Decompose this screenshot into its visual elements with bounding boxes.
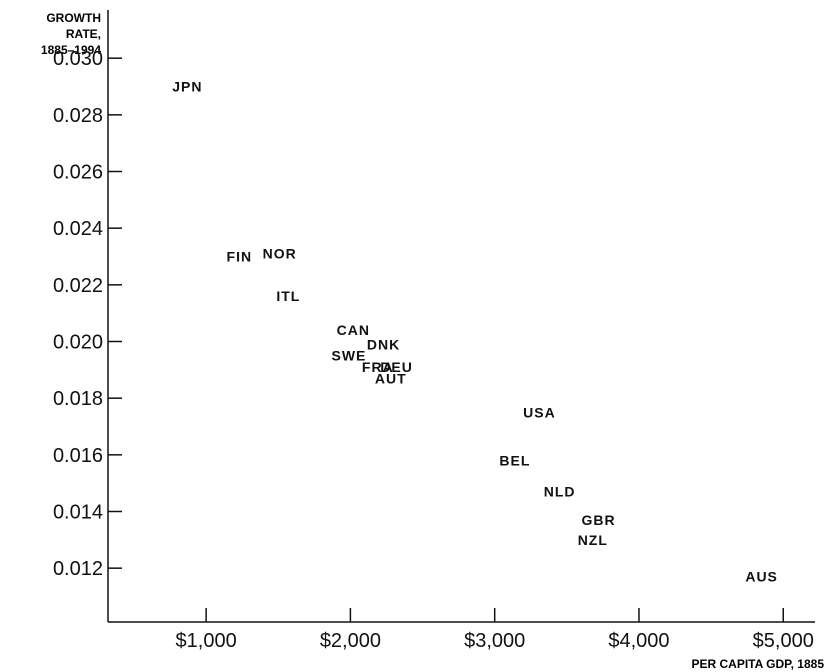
y-tick-label: 0.020: [53, 332, 103, 354]
y-tick-label: 0.028: [53, 105, 103, 127]
x-tick-label: $2,000: [320, 630, 381, 652]
y-axis-title-line-1: GROWTH: [46, 11, 101, 25]
data-point-jpn: JPN: [172, 79, 202, 95]
y-tick-label: 0.030: [53, 48, 103, 70]
y-axis-title-line-2: RATE,: [66, 27, 101, 41]
y-axis-title-line-3: 1885–1994: [41, 43, 101, 57]
data-point-dnk: DNK: [367, 336, 400, 352]
data-point-bel: BEL: [499, 453, 530, 469]
y-tick-label: 0.016: [53, 445, 103, 467]
x-ticks: $1,000 $2,000 $3,000 $4,000 $5,000: [176, 608, 814, 652]
y-tick-label: 0.018: [53, 388, 103, 410]
data-point-aus: AUS: [745, 569, 778, 585]
y-axis-title: GROWTH RATE, 1885–1994: [41, 11, 101, 57]
x-tick-label: $5,000: [753, 630, 814, 652]
data-point-aut: AUT: [375, 370, 407, 386]
data-point-gbr: GBR: [582, 512, 616, 528]
y-tick-label: 0.012: [53, 558, 103, 580]
data-point-nzl: NZL: [578, 532, 608, 548]
data-point-usa: USA: [523, 404, 556, 420]
y-tick-label: 0.026: [53, 162, 103, 184]
data-point-fra: FRA: [362, 359, 394, 375]
data-point-swe: SWE: [332, 348, 367, 364]
y-ticks: 0.012 0.014 0.016 0.018 0.020 0.022 0.024 0.026…: [53, 48, 122, 580]
data-point-deu: DEU: [380, 359, 413, 375]
data-point-fin: FIN: [227, 249, 253, 265]
x-tick-label: $1,000: [176, 630, 237, 652]
data-point-itl: ITL: [276, 288, 300, 304]
data-point-can: CAN: [337, 322, 370, 338]
x-tick-label: $3,000: [464, 630, 525, 652]
x-axis-title: PER CAPITA GDP, 1885: [692, 657, 825, 671]
x-tick-label: $4,000: [608, 630, 669, 652]
y-tick-label: 0.024: [53, 218, 103, 240]
y-tick-label: 0.014: [53, 502, 103, 524]
data-point-nor: NOR: [263, 246, 297, 262]
y-tick-label: 0.022: [53, 275, 103, 297]
data-point-nld: NLD: [544, 484, 576, 500]
